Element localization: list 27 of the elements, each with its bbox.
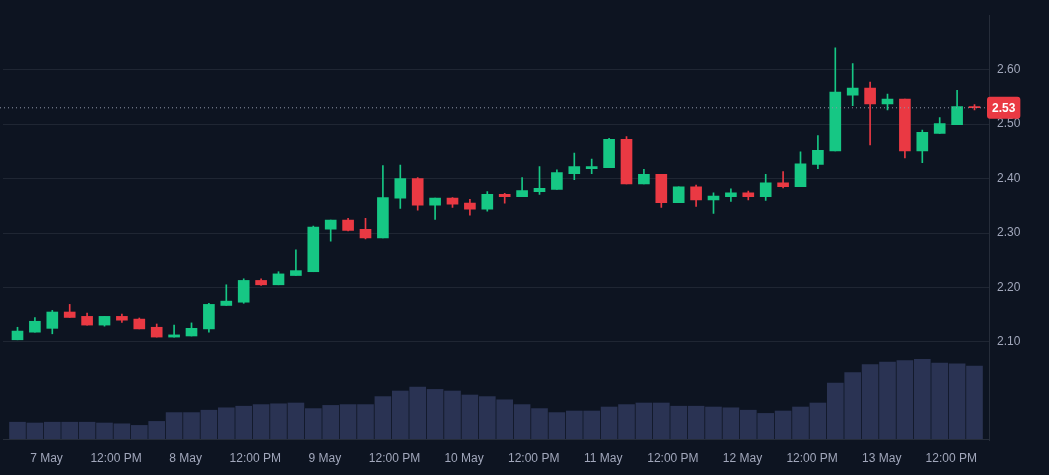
- x-tick-label: 12:00 PM: [229, 450, 281, 465]
- y-tick-label: 2.10: [997, 334, 1021, 349]
- candlestick: [846, 63, 859, 106]
- x-tick-label: 12:00 PM: [925, 450, 977, 465]
- candlestick: [777, 171, 789, 189]
- x-tick-label: 12:00 PM: [368, 450, 421, 465]
- x-tick-label: 10 May: [444, 450, 484, 465]
- x-tick-label: 12 May: [722, 450, 763, 465]
- x-tick-label: 11 May: [584, 450, 623, 465]
- x-tick-label: 12:00 PM: [647, 450, 699, 465]
- y-tick-label: 2.20: [997, 279, 1021, 294]
- x-tick-label: 9 May: [308, 450, 342, 465]
- candlestick: [220, 284, 233, 306]
- x-tick-label: 13 May: [862, 450, 902, 465]
- candlestick: [585, 158, 598, 175]
- x-tick-label: 12:00 PM: [508, 450, 560, 465]
- candlestick: [290, 249, 302, 276]
- candlestick: [864, 81, 876, 146]
- y-tick-label: 2.50: [997, 116, 1021, 131]
- y-tick-label: 2.30: [997, 225, 1021, 240]
- x-tick-label: 8 May: [169, 450, 203, 465]
- y-tick-label: 2.40: [997, 170, 1021, 185]
- x-tick-label: 12:00 PM: [786, 450, 838, 465]
- ref-line-label: 2.53: [992, 101, 1016, 116]
- y-tick-label: 2.60: [997, 61, 1021, 76]
- x-tick-label: 12:00 PM: [90, 450, 142, 465]
- x-tick-label: 7 May: [30, 450, 63, 465]
